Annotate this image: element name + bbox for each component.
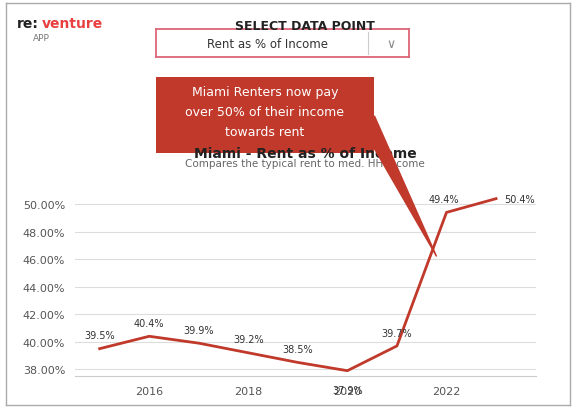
Text: 49.4%: 49.4% <box>429 195 459 204</box>
Text: ∨: ∨ <box>386 38 396 51</box>
Text: 39.7%: 39.7% <box>382 328 412 338</box>
Text: venture: venture <box>42 17 103 31</box>
Text: 38.5%: 38.5% <box>283 344 313 354</box>
Text: APP: APP <box>33 34 50 43</box>
Text: 39.5%: 39.5% <box>84 330 115 341</box>
Text: 37.9%: 37.9% <box>332 384 363 395</box>
Text: 39.9%: 39.9% <box>184 325 214 335</box>
Text: 50.4%: 50.4% <box>505 194 535 204</box>
Text: 39.2%: 39.2% <box>233 335 264 345</box>
Text: Compares the typical rent to med. HH income: Compares the typical rent to med. HH inc… <box>185 159 425 169</box>
Text: SELECT DATA POINT: SELECT DATA POINT <box>236 20 375 34</box>
Text: Miami - Rent as % of Income: Miami - Rent as % of Income <box>194 147 416 161</box>
Text: 40.4%: 40.4% <box>134 318 165 328</box>
Text: Miami Renters now pay
over 50% of their income
towards rent: Miami Renters now pay over 50% of their … <box>185 85 344 138</box>
Text: re:: re: <box>17 17 39 31</box>
Text: Rent as % of Income: Rent as % of Income <box>207 38 328 51</box>
